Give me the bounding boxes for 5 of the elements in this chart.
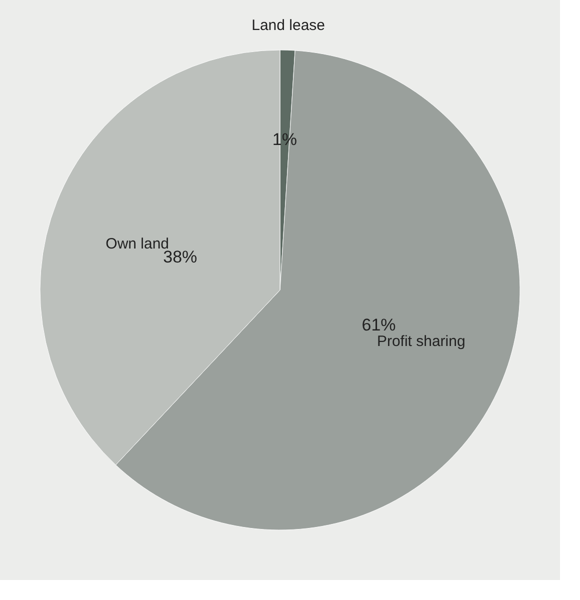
slice-label: Land lease: [252, 17, 326, 34]
slice-label: Profit sharing: [376, 332, 466, 350]
data-label: 61%: [362, 316, 396, 335]
data-label: 1%: [272, 130, 297, 150]
data-label: 38%: [163, 248, 198, 267]
